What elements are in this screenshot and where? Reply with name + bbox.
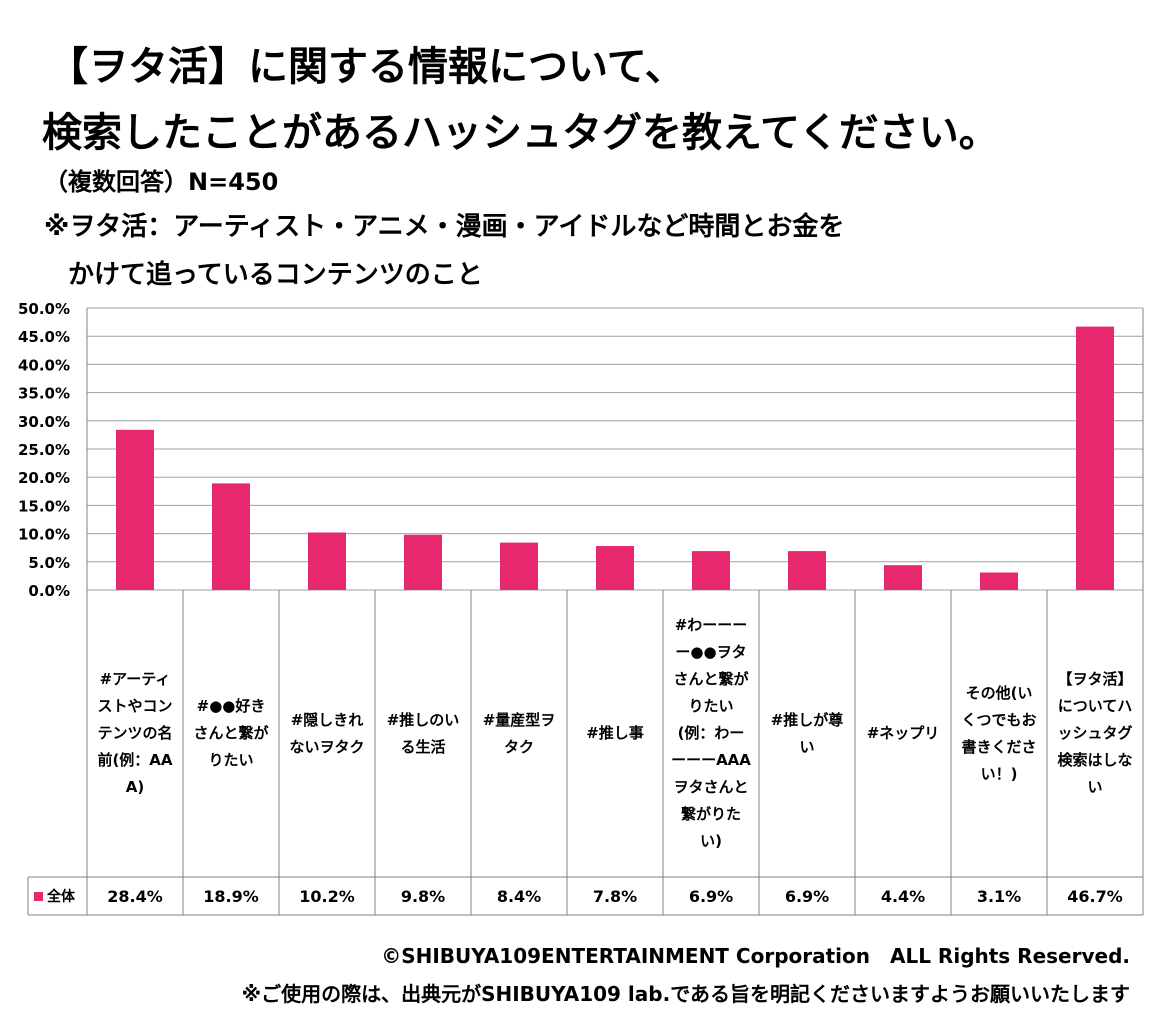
y-tick-label: 15.0% [18,497,70,515]
bar [116,429,154,590]
value-label: 18.9% [203,886,259,906]
bar [788,551,826,590]
category-label: その他(いくつでもお書きください！) [961,683,1037,783]
y-tick-label: 5.0% [28,554,70,572]
y-tick-label: 50.0% [18,300,70,318]
bar [500,542,538,590]
bar [596,546,634,590]
value-label: 4.4% [880,886,926,906]
value-label: 9.8% [400,886,446,906]
value-label: 6.9% [688,886,734,906]
category-label: #推しが尊い [770,710,844,756]
copyright-text: ©SHIBUYA109ENTERTAINMENT Corporation ALL… [381,944,1130,968]
value-label: 10.2% [299,886,355,906]
y-tick-label: 25.0% [18,441,70,459]
value-label: 7.8% [592,886,638,906]
category-label: #推し事 [586,724,644,742]
category-label: #アーティストやコンテンツの名前(例：AAA) [97,670,173,796]
y-tick-label: 40.0% [18,356,70,374]
legend-cell: 全体 [28,877,88,915]
y-tick-label: 0.0% [28,582,70,600]
bar [212,483,250,590]
category-label: #ネップリ [866,724,940,742]
category-label: #●●好きさんと繋がりたい [193,697,269,769]
bar [308,532,346,590]
y-tick-label: 35.0% [18,385,70,403]
subtitle: （複数回答）N=450 [44,168,279,196]
bar [692,551,730,590]
value-label: 28.4% [107,886,163,906]
value-label: 6.9% [784,886,830,906]
y-tick-label: 45.0% [18,328,70,346]
bar [980,572,1018,590]
category-label: #量産型ヲタク [482,710,556,756]
title-line-1: 【ヲタ活】に関する情報について、 [48,44,685,90]
category-label: 【ヲタ活】についてハッシュタグ検索はしない [1057,670,1133,796]
legend-label: 全体 [47,889,75,905]
title-line-2: 検索したことがあるハッシュタグを教えてください。 [42,110,999,156]
y-tick-label: 10.0% [18,526,70,544]
value-label: 8.4% [496,886,542,906]
value-label: 46.7% [1067,886,1123,906]
note-line-2: かけて追っているコンテンツのこと [68,260,483,290]
value-label: 3.1% [976,886,1022,906]
bar [404,534,442,590]
bar [884,565,922,590]
y-tick-label: 20.0% [18,469,70,487]
legend-swatch [34,891,43,901]
note-line-1: ※ヲタ活：アーティスト・アニメ・漫画・アイドルなど時間とお金を [44,212,845,242]
bar [1076,326,1114,590]
category-label: #わーーーー●●ヲタさんと繋がりたい(例：わーーーーAAAヲタさんと繋がりたい) [671,616,751,850]
category-label: #隠しきれないヲタク [289,710,365,756]
category-label: #推しのいる生活 [386,710,460,756]
usage-note: ※ご使用の際は、出典元がSHIBUYA109 lab.である旨を明記くださいます… [241,982,1130,1006]
y-tick-label: 30.0% [18,413,70,431]
